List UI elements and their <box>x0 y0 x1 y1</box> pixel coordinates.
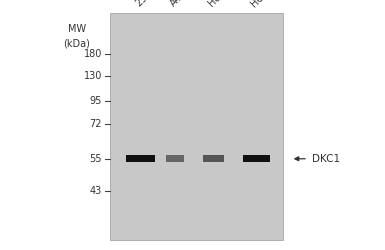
Bar <box>203 155 224 162</box>
Text: 55: 55 <box>90 154 102 164</box>
Text: 72: 72 <box>90 119 102 129</box>
Text: 95: 95 <box>90 96 102 106</box>
Text: 43: 43 <box>90 186 102 196</box>
Bar <box>110 12 283 240</box>
Text: A431: A431 <box>168 0 193 9</box>
Text: HepG2: HepG2 <box>249 0 280 9</box>
Text: 180: 180 <box>84 49 102 59</box>
Text: 293T: 293T <box>134 0 158 9</box>
Text: DKC1: DKC1 <box>312 154 340 164</box>
Text: HeLa: HeLa <box>207 0 231 9</box>
Text: MW: MW <box>68 24 86 34</box>
Text: 130: 130 <box>84 71 102 81</box>
Bar <box>243 155 270 162</box>
Text: (kDa): (kDa) <box>64 39 90 49</box>
Bar <box>166 155 184 162</box>
Bar <box>126 155 155 162</box>
